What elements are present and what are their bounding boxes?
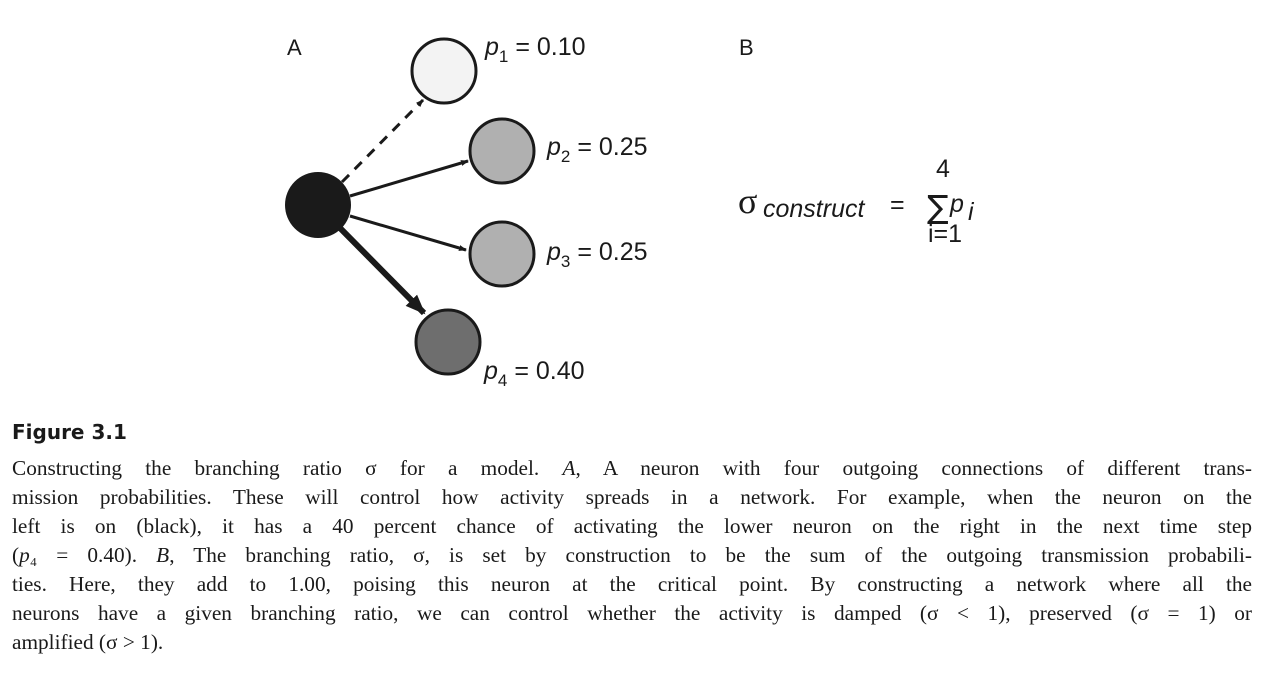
caption-text: Constructing the branching ratio σ for a… <box>12 456 563 480</box>
caption-text: A <box>562 456 576 480</box>
figure-title: Figure 3.1 <box>12 420 127 444</box>
caption-line: left is on (black), it has a 40 percent … <box>12 512 1252 541</box>
edge-3 <box>349 214 467 252</box>
figure-caption: Constructing the branching ratio σ for a… <box>12 454 1252 657</box>
caption-text: p <box>19 543 30 567</box>
caption-line: (p₄ = 0.40). B, The branching ratio, σ, … <box>12 541 1252 570</box>
sigma-subscript: construct <box>763 195 865 223</box>
branching-ratio-formula: σ construct = ∑ 4 i=1 p i <box>738 155 975 248</box>
sum-upper-limit: 4 <box>936 155 950 183</box>
sigma-symbol: σ <box>738 181 757 221</box>
sum-term-subscript: i <box>968 198 975 226</box>
caption-text: ₄ = 0.40). <box>29 543 157 567</box>
source-neuron <box>285 172 351 238</box>
caption-line: ties. Here, they add to 1.00, poising th… <box>12 570 1252 599</box>
edge-2 <box>349 159 469 198</box>
panel-label-b: B <box>739 35 754 60</box>
caption-text: neurons have a given branching ratio, we… <box>12 601 1252 625</box>
caption-text: B <box>156 543 170 567</box>
caption-text: amplified (σ > 1). <box>12 630 164 654</box>
target-neuron-4 <box>414 308 482 376</box>
caption-text: ties. Here, they add to 1.00, poising th… <box>12 572 1252 596</box>
prob-label-1: p1 = 0.10 <box>484 33 586 66</box>
caption-text: , A neuron with four outgoing connection… <box>575 456 1252 480</box>
formula-equals: = <box>890 191 905 219</box>
caption-line: Constructing the branching ratio σ for a… <box>12 454 1252 483</box>
sum-lower-limit: i=1 <box>928 220 962 248</box>
target-neuron-2 <box>468 117 536 185</box>
caption-text: , The branching ratio, σ, is set by cons… <box>169 543 1252 567</box>
caption-text: mission probabilities. These will contro… <box>12 485 1252 509</box>
caption-line: amplified (σ > 1). <box>12 628 1252 657</box>
caption-text: left is on (black), it has a 40 percent … <box>12 514 1252 538</box>
target-neuron-3 <box>468 220 536 288</box>
prob-label-3: p3 = 0.25 <box>546 238 648 271</box>
edge-1-dashed <box>340 98 425 184</box>
caption-line: neurons have a given branching ratio, we… <box>12 599 1252 628</box>
caption-text: ( <box>12 543 20 567</box>
panel-label-a: A <box>287 35 302 60</box>
edge-4-thick <box>337 225 427 316</box>
branching-diagram: A B p1 = 0.10 p2 = 0.25 p3 = 0.25 p4 = 0… <box>285 33 975 390</box>
sum-symbol: ∑ <box>927 188 949 226</box>
prob-label-2: p2 = 0.25 <box>546 133 648 166</box>
sum-term: p <box>949 190 964 218</box>
target-neuron-1 <box>410 37 478 105</box>
caption-line: mission probabilities. These will contro… <box>12 483 1252 512</box>
prob-label-4: p4 = 0.40 <box>483 357 585 390</box>
